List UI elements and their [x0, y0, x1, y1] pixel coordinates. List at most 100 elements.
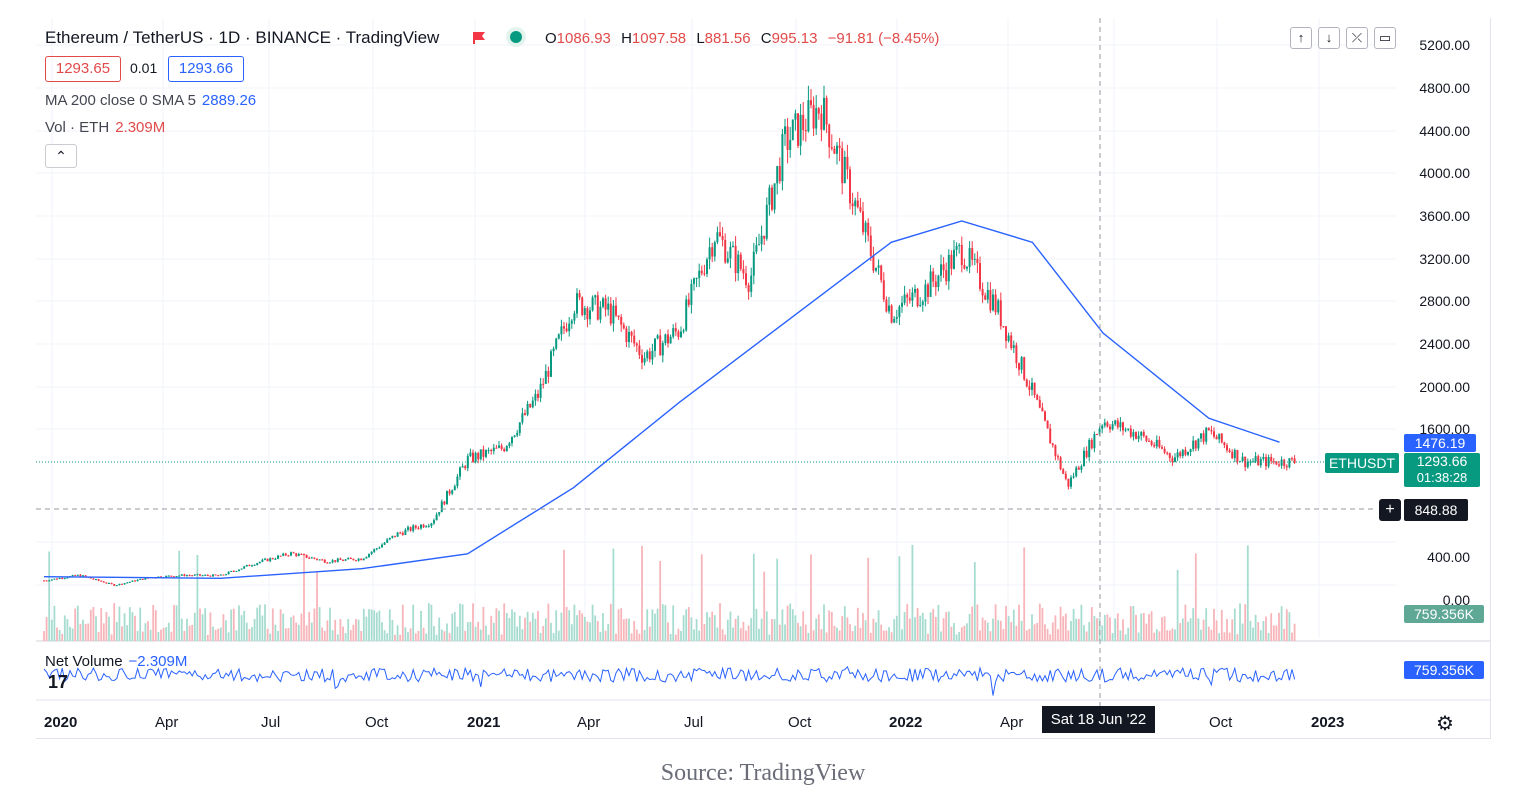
volume-bar [607, 623, 610, 641]
candle-body [524, 413, 526, 415]
volume-bar [160, 629, 162, 641]
candle-body [895, 317, 898, 319]
tradingview-logo[interactable]: 17 [48, 672, 69, 692]
candle-body [838, 145, 841, 149]
candle-body [1181, 449, 1184, 456]
candle-body [659, 335, 662, 356]
volume-bar [1054, 615, 1057, 641]
flag-icon[interactable] [472, 31, 486, 45]
volume-bar [1200, 629, 1202, 641]
candle-body [217, 575, 220, 577]
candle-body [1129, 428, 1132, 437]
volume-bar [1062, 616, 1065, 641]
move-up-button[interactable]: ↑ [1290, 27, 1312, 49]
candle-body [791, 119, 794, 141]
volume-bar [869, 632, 872, 641]
candle-body [271, 558, 274, 560]
volume-bar [178, 550, 181, 641]
volume-bar [409, 628, 412, 641]
candle-body [1171, 458, 1174, 462]
volume-bar [1135, 614, 1137, 641]
candle-body [602, 298, 604, 307]
volume-bar [365, 616, 368, 641]
volume-bar [1176, 569, 1179, 641]
candle-body [820, 113, 823, 130]
candle-body [225, 574, 227, 576]
move-down-button[interactable]: ↓ [1318, 27, 1340, 49]
volume-bar [329, 607, 331, 641]
candle-body [1012, 345, 1015, 349]
candle-body [976, 258, 979, 264]
candle-body [581, 297, 584, 315]
volume-bar [193, 612, 196, 641]
candle-body [472, 452, 474, 462]
volume-bar [290, 617, 292, 641]
candle-body [700, 270, 703, 274]
symbol-tag: ETHUSDT [1325, 453, 1399, 473]
sell-button[interactable]: 1293.65 [45, 56, 121, 82]
volume-bar [69, 626, 71, 641]
maximize-pane-button[interactable]: ▭ [1374, 27, 1396, 49]
candle-body [160, 576, 162, 578]
volume-bar [277, 630, 279, 641]
volume-indicator-legend[interactable]: Vol · ETH 2.309M [45, 119, 165, 136]
candle-body [919, 304, 922, 307]
candle-body [451, 490, 454, 494]
candle-body [789, 140, 792, 150]
candle-body [620, 317, 623, 325]
price-tick-label: 2000.00 [1419, 379, 1470, 395]
price-chart[interactable] [36, 18, 1490, 738]
candle-body [906, 294, 909, 298]
candle-body [474, 453, 477, 462]
candle-body [170, 575, 173, 577]
net-volume-legend[interactable]: Net Volume −2.309M [45, 653, 187, 670]
buy-button[interactable]: 1293.66 [168, 56, 244, 82]
candle-body [1049, 428, 1052, 444]
candle-body [888, 305, 890, 312]
candle-body [841, 148, 844, 184]
candle-body [383, 542, 386, 545]
candle-body [290, 552, 292, 556]
volume-bar [1057, 629, 1059, 641]
chart-frame[interactable] [36, 18, 1491, 739]
volume-bar [997, 620, 1000, 641]
candle-body [521, 413, 524, 423]
candle-body [942, 264, 945, 271]
collapse-pane-button[interactable]: ⤫ [1346, 27, 1368, 49]
candle-body [453, 486, 456, 491]
volume-bar [349, 630, 352, 641]
candle-body [755, 245, 758, 252]
candle-body [1101, 425, 1104, 429]
candle-body [1285, 466, 1288, 468]
candle-body [625, 328, 628, 343]
volume-bar [859, 627, 862, 641]
time-tick-label: Apr [155, 714, 179, 731]
candle-body [238, 569, 240, 572]
collapse-legend-button[interactable]: ⌃ [45, 144, 77, 168]
volume-bar [76, 605, 79, 641]
volume-bar [1163, 616, 1166, 641]
volume-bar [1051, 622, 1054, 641]
volume-bar [1285, 609, 1288, 641]
candle-body [43, 580, 45, 582]
volume-bar [823, 604, 825, 641]
candle-body [1161, 447, 1163, 449]
market-status-icon [510, 31, 522, 43]
volume-bar [154, 610, 157, 641]
candle-body [1148, 440, 1150, 442]
candle-body [713, 242, 716, 257]
volume-bar [490, 615, 493, 641]
candle-body [505, 445, 508, 452]
open-value: 1086.93 [556, 30, 611, 47]
add-plus-icon[interactable]: + [1379, 499, 1401, 521]
candle-body [1155, 439, 1158, 447]
candle-body [810, 100, 812, 106]
volume-bar [1265, 616, 1267, 641]
gear-icon[interactable]: ⚙ [1436, 713, 1454, 735]
candle-body [1200, 433, 1202, 439]
ma-indicator-legend[interactable]: MA 200 close 0 SMA 5 2889.26 [45, 92, 256, 109]
volume-bar [1262, 620, 1265, 641]
candle-body [193, 574, 196, 576]
candle-body [136, 579, 139, 582]
candle-body [752, 251, 755, 276]
